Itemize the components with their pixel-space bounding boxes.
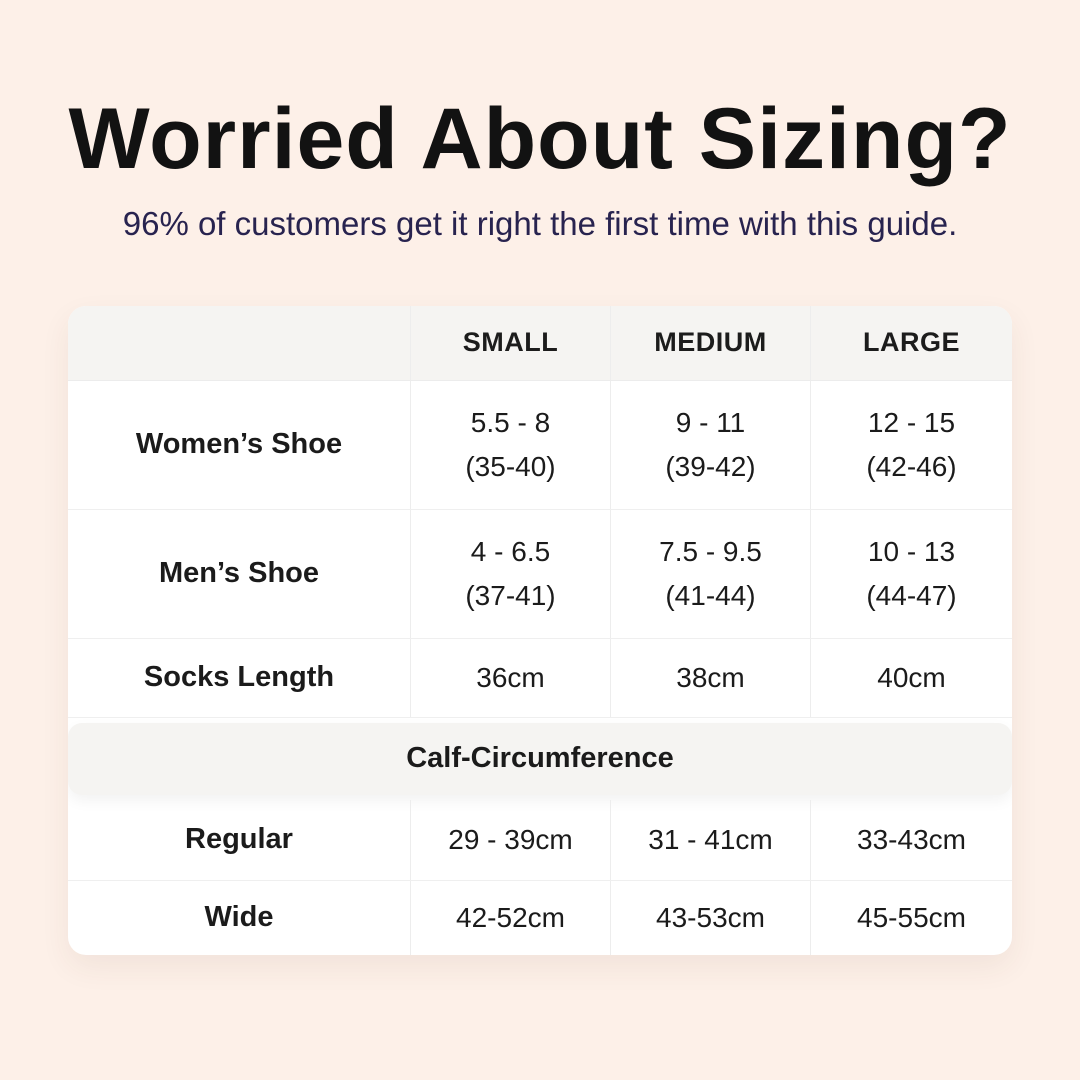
- cell-medium: 9 - 11 (39-42): [610, 380, 810, 509]
- table-row-regular: Regular 29 - 39cm 31 - 41cm 33-43cm: [68, 799, 1012, 880]
- table-row-mens-shoe: Men’s Shoe 4 - 6.5 (37-41) 7.5 - 9.5 (41…: [68, 509, 1012, 639]
- cell-small: 5.5 - 8 (35-40): [410, 380, 610, 509]
- table-row-womens-shoe: Women’s Shoe 5.5 - 8 (35-40) 9 - 11 (39-…: [68, 380, 1012, 510]
- sizing-table-card: SMALL MEDIUM LARGE Women’s Shoe 5.5 - 8 …: [68, 305, 1012, 955]
- size-eu: (42-46): [866, 450, 957, 482]
- row-label: Women’s Shoe: [135, 428, 343, 461]
- cell-small: 29 - 39cm: [410, 799, 610, 880]
- table-row-wide: Wide 42-52cm 43-53cm 45-55cm: [68, 879, 1012, 955]
- size-us: 12 - 15: [867, 407, 956, 439]
- cell-medium: 7.5 - 9.5 (41-44): [610, 509, 810, 638]
- header-cell-small: SMALL: [410, 305, 610, 380]
- page-title: Worried About Sizing?: [68, 91, 1012, 187]
- cell-large: 10 - 13 (44-47): [810, 509, 1012, 638]
- section-band-wrapper: Calf-Circumference: [68, 717, 1012, 800]
- cell-large: 12 - 15 (42-46): [810, 380, 1012, 509]
- table-header-row: SMALL MEDIUM LARGE: [68, 305, 1012, 381]
- header-cell-medium: MEDIUM: [610, 305, 810, 380]
- row-label: Regular: [185, 823, 293, 856]
- cell-medium: 43-53cm: [610, 880, 810, 955]
- header-cell-empty: [68, 306, 410, 380]
- row-label: Men’s Shoe: [158, 557, 320, 590]
- table-row-socks-length: Socks Length 36cm 38cm 40cm: [68, 638, 1012, 718]
- size-eu: (44-47): [866, 579, 957, 611]
- cell-large: 40cm: [810, 638, 1012, 717]
- page-subtitle: 96% of customers get it right the first …: [122, 204, 958, 242]
- header-cell-large: LARGE: [810, 305, 1012, 380]
- cell-medium: 31 - 41cm: [610, 799, 810, 880]
- cell-large: 33-43cm: [810, 799, 1012, 880]
- size-eu: (37-41): [465, 579, 556, 611]
- cell-small: 42-52cm: [410, 880, 610, 955]
- size-us: 10 - 13: [867, 536, 956, 568]
- size-us: 5.5 - 8: [470, 407, 551, 439]
- row-label: Socks Length: [143, 661, 335, 694]
- section-header-calf-circumference: Calf-Circumference: [68, 722, 1012, 795]
- row-label: Wide: [204, 901, 274, 934]
- cell-medium: 38cm: [610, 638, 810, 717]
- size-eu: (35-40): [465, 450, 556, 482]
- size-us: 9 - 11: [675, 407, 746, 439]
- size-eu: (41-44): [665, 579, 756, 611]
- size-eu: (39-42): [665, 450, 756, 482]
- size-us: 7.5 - 9.5: [659, 536, 762, 568]
- cell-large: 45-55cm: [810, 880, 1012, 955]
- cell-small: 4 - 6.5 (37-41): [410, 509, 610, 638]
- cell-small: 36cm: [410, 638, 610, 717]
- size-us: 4 - 6.5: [470, 536, 551, 568]
